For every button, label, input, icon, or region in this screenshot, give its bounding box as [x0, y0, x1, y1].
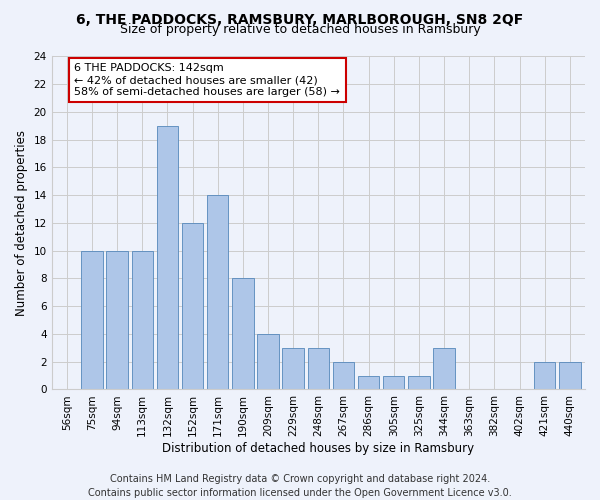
Bar: [131, 250, 153, 390]
Bar: [333, 362, 354, 390]
Bar: [534, 362, 556, 390]
Bar: [308, 348, 329, 390]
Bar: [283, 348, 304, 390]
Bar: [182, 223, 203, 390]
Text: Contains HM Land Registry data © Crown copyright and database right 2024.
Contai: Contains HM Land Registry data © Crown c…: [88, 474, 512, 498]
Bar: [559, 362, 581, 390]
Bar: [81, 250, 103, 390]
Text: 6 THE PADDOCKS: 142sqm
← 42% of detached houses are smaller (42)
58% of semi-det: 6 THE PADDOCKS: 142sqm ← 42% of detached…: [74, 64, 340, 96]
X-axis label: Distribution of detached houses by size in Ramsbury: Distribution of detached houses by size …: [162, 442, 475, 455]
Bar: [106, 250, 128, 390]
Text: Size of property relative to detached houses in Ramsbury: Size of property relative to detached ho…: [119, 22, 481, 36]
Bar: [358, 376, 379, 390]
Bar: [383, 376, 404, 390]
Y-axis label: Number of detached properties: Number of detached properties: [15, 130, 28, 316]
Bar: [157, 126, 178, 390]
Bar: [433, 348, 455, 390]
Bar: [408, 376, 430, 390]
Bar: [257, 334, 279, 390]
Text: 6, THE PADDOCKS, RAMSBURY, MARLBOROUGH, SN8 2QF: 6, THE PADDOCKS, RAMSBURY, MARLBOROUGH, …: [76, 12, 524, 26]
Bar: [207, 195, 229, 390]
Bar: [232, 278, 254, 390]
